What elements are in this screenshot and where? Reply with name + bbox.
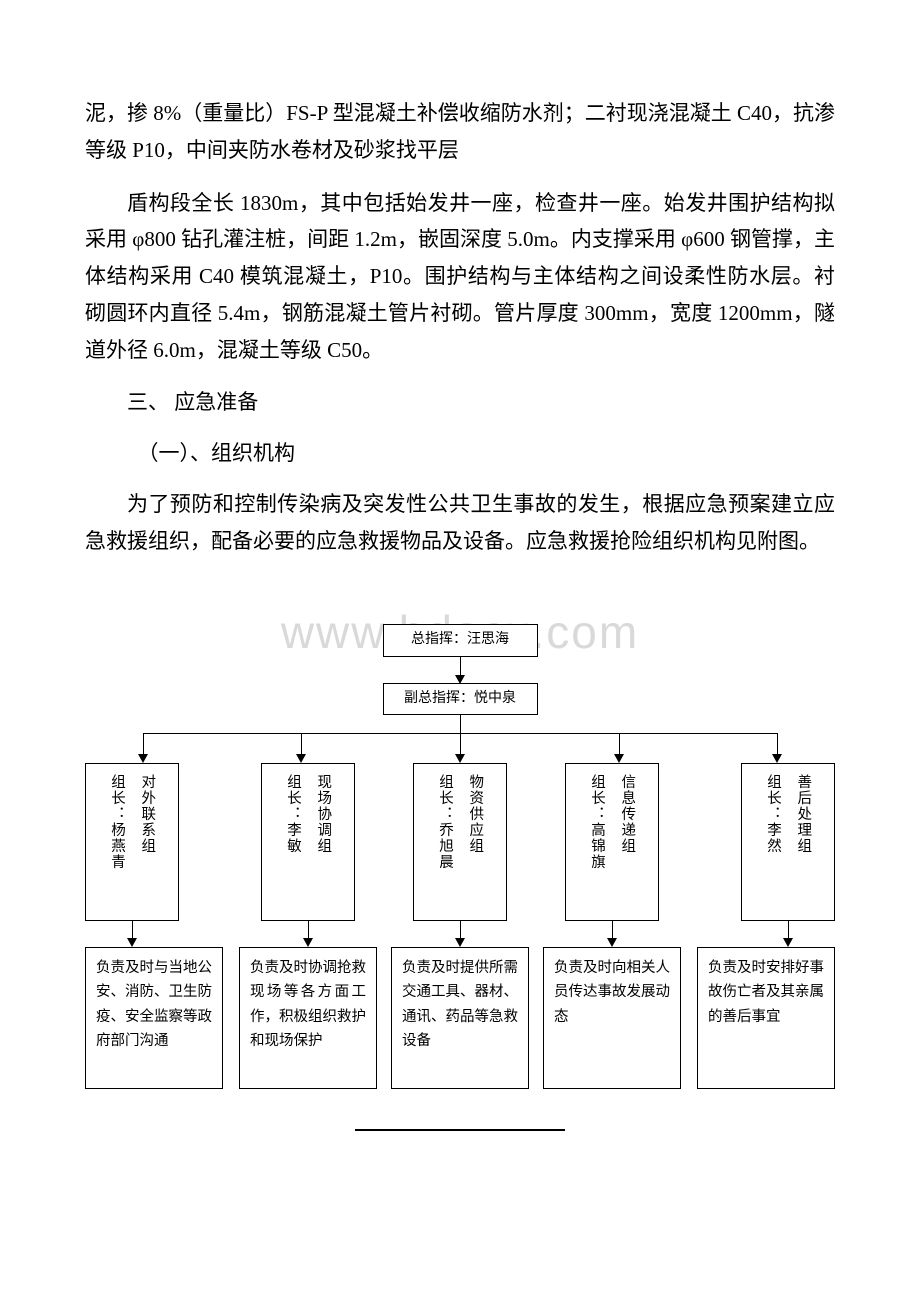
group-title: 信息传递组	[617, 774, 637, 910]
group-title: 物资供应组	[465, 774, 485, 910]
arrow-icon	[127, 938, 137, 947]
group-title: 善后处理组	[793, 774, 813, 910]
desc-supply: 负责及时提供所需交通工具、器材、通讯、药品等急救设备	[391, 947, 529, 1089]
group-box-supply: 组长：乔旭晨 物资供应组	[413, 763, 507, 921]
group-leader: 组长：李敏	[283, 774, 303, 910]
org-flowchart: 总指挥：汪思海 副总指挥：悦中泉 组长：杨燕青 对外联系组 组长：李敏	[85, 624, 835, 1131]
paragraph-1: 泥，掺 8%（重量比）FS-P 型混凝土补偿收缩防水剂；二衬现浇混凝土 C40，…	[85, 95, 835, 169]
group-box-aftermath: 组长：李然 善后处理组	[741, 763, 835, 921]
deputy-box: 副总指挥：悦中泉	[383, 683, 538, 715]
arrow-icon	[303, 938, 313, 947]
desc-site-coord: 负责及时协调抢救现场等各方面工作，积极组织救护和现场保护	[239, 947, 377, 1089]
desc-aftermath: 负责及时安排好事故伤亡者及其亲属的善后事宜	[697, 947, 835, 1089]
group-box-site-coord: 组长：李敏 现场协调组	[261, 763, 355, 921]
group-box-info: 组长：高锦旗 信息传递组	[565, 763, 659, 921]
group-leader: 组长：李然	[763, 774, 783, 910]
paragraph-3: 为了预防和控制传染病及突发性公共卫生事故的发生，根据应急预案建立应急救援组织，配…	[85, 486, 835, 560]
horizontal-rule	[355, 1129, 565, 1131]
heading-3: 三、 应急准备	[85, 384, 835, 421]
group-box-external-liaison: 组长：杨燕青 对外联系组	[85, 763, 179, 921]
group-title: 现场协调组	[313, 774, 333, 910]
group-title: 对外联系组	[137, 774, 157, 910]
fanout-connector	[85, 727, 835, 759]
arrow-icon	[455, 938, 465, 947]
group-leader: 组长：杨燕青	[107, 774, 127, 910]
paragraph-2: 盾构段全长 1830m，其中包括始发井一座，检查井一座。始发井围护结构拟采用 φ…	[85, 185, 835, 369]
group-leader: 组长：乔旭晨	[435, 774, 455, 910]
commander-box: 总指挥：汪思海	[383, 624, 538, 656]
desc-external-liaison: 负责及时与当地公安、消防、卫生防疫、安全监察等政府部门沟通	[85, 947, 223, 1089]
desc-info: 负责及时向相关人员传达事故发展动态	[543, 947, 681, 1089]
group-leader: 组长：高锦旗	[587, 774, 607, 910]
arrow-icon	[607, 938, 617, 947]
subheading-3-1: （一）、组织机构	[85, 435, 835, 472]
arrow-icon	[783, 938, 793, 947]
